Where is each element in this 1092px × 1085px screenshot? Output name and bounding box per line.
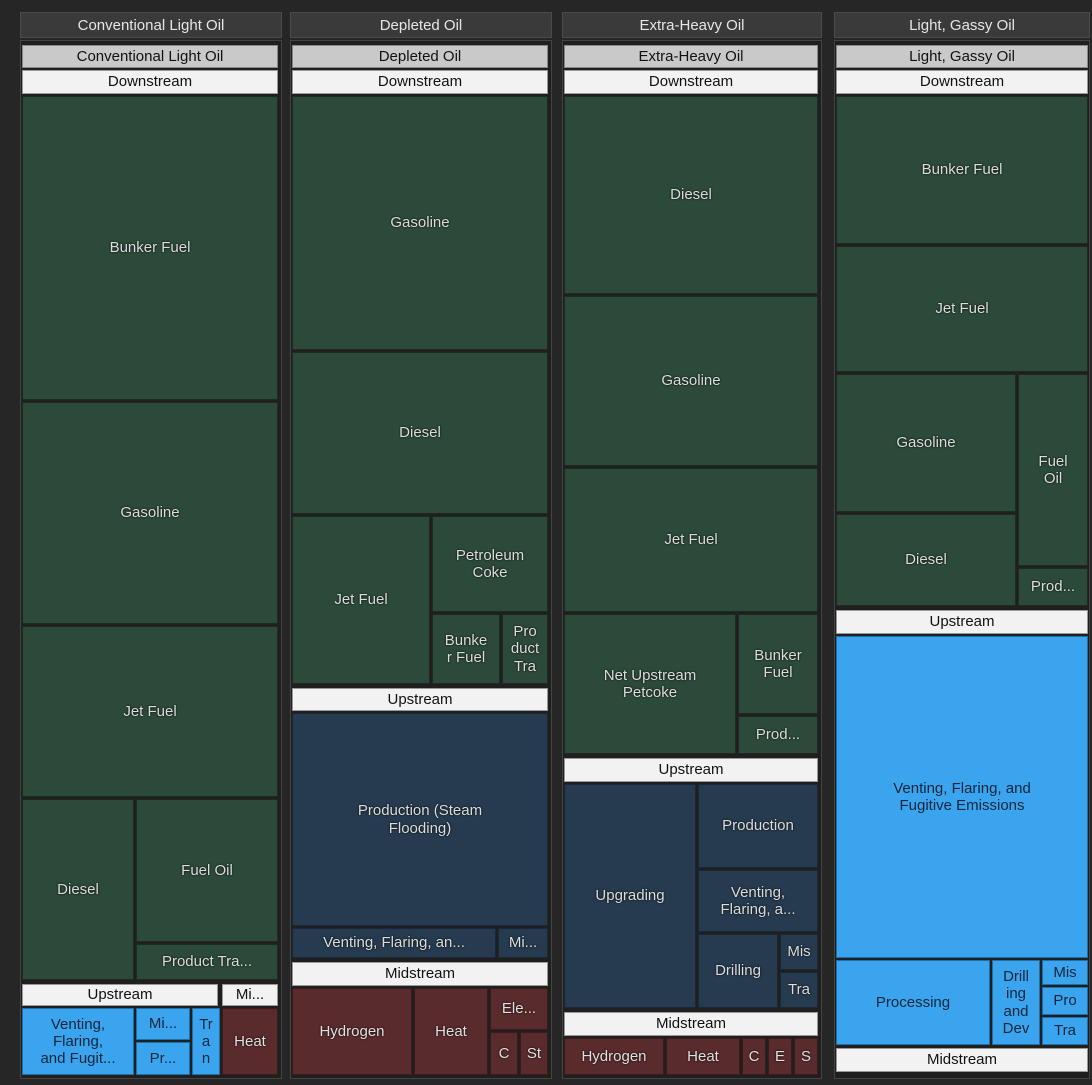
upstream-cell: Tra [780,972,818,1008]
column-title: Depleted Oil [290,12,552,38]
upstream-cell: Mi... [498,928,548,958]
group-header: Upstream [292,688,548,711]
column-header: Depleted Oil [292,45,548,68]
downstream-cell: Diesel [564,96,818,294]
upstream-cell: Tr a n [192,1008,220,1075]
downstream-cell: Gasoline [836,374,1016,512]
upstream-cell: Tra [1042,1017,1088,1045]
upstream-cell: Production (Steam Flooding) [292,713,548,926]
downstream-cell: Bunke r Fuel [432,614,500,684]
upstream-cell: Production [698,784,818,868]
group-header: Upstream [564,758,818,782]
upstream-cell: Processing [836,960,990,1045]
group-header: Midstream [564,1012,818,1036]
upstream-cell: Mi... [136,1008,190,1040]
group-header: Midstream [836,1048,1088,1072]
downstream-cell: Petroleum Coke [432,516,548,612]
midstream-cell: Ele... [490,988,548,1030]
midstream-cell: C [490,1032,518,1075]
group-header: Midstream [292,962,548,986]
downstream-cell: Gasoline [22,402,278,624]
column-title: Light, Gassy Oil [834,12,1090,38]
upstream-cell: Drilling [698,934,778,1008]
group-header: Mi... [222,984,278,1006]
column-title: Conventional Light Oil [20,12,282,38]
downstream-cell: Prod... [738,716,818,754]
group-header: Upstream [22,984,218,1006]
downstream-cell: Bunker Fuel [738,614,818,714]
downstream-cell: Jet Fuel [836,246,1088,372]
downstream-cell: Diesel [292,352,548,514]
group-header: Downstream [836,70,1088,94]
column-title: Extra-Heavy Oil [562,12,822,38]
group-header: Upstream [836,610,1088,634]
column-header: Extra-Heavy Oil [564,45,818,68]
downstream-cell: Bunker Fuel [836,96,1088,244]
midstream-cell: S [794,1038,818,1075]
upstream-cell: Venting, Flaring, and Fugit... [22,1008,134,1075]
group-header: Downstream [22,70,278,94]
downstream-cell: Pro duct Tra [502,614,548,684]
column-header: Light, Gassy Oil [836,45,1088,68]
upstream-cell: Mis [1042,960,1088,985]
downstream-cell: Diesel [22,799,134,980]
midstream-cell: C [742,1038,766,1075]
downstream-cell: Diesel [836,514,1016,606]
upstream-cell: Pr... [136,1042,190,1075]
upstream-cell: Upgrading [564,784,696,1008]
midstream-cell: St [520,1032,548,1075]
downstream-cell: Prod... [1018,568,1088,606]
downstream-cell: Jet Fuel [22,626,278,797]
downstream-cell: Fuel Oil [136,799,278,942]
downstream-cell: Gasoline [564,296,818,466]
midstream-cell: E [768,1038,792,1075]
upstream-cell: Drill ing and Dev [992,960,1040,1045]
upstream-cell: Venting, Flaring, a... [698,870,818,932]
downstream-cell: Jet Fuel [292,516,430,684]
column-header: Conventional Light Oil [22,45,278,68]
downstream-cell: Product Tra... [136,944,278,980]
midstream-cell: Heat [666,1038,740,1075]
upstream-cell: Venting, Flaring, an... [292,928,496,958]
upstream-cell: Venting, Flaring, and Fugitive Emissions [836,636,1088,958]
downstream-cell: Gasoline [292,96,548,350]
midstream-cell: Heat [414,988,488,1075]
upstream-cell: Pro [1042,987,1088,1015]
downstream-cell: Jet Fuel [564,468,818,612]
midstream-cell: Hydrogen [292,988,412,1075]
midstream-cell: Hydrogen [564,1038,664,1075]
upstream-cell: Mis [780,934,818,970]
midstream-cell: Heat [222,1008,278,1075]
downstream-cell: Net Upstream Petcoke [564,614,736,754]
downstream-cell: Bunker Fuel [22,96,278,400]
group-header: Downstream [564,70,818,94]
downstream-cell: Fuel Oil [1018,374,1088,566]
group-header: Downstream [292,70,548,94]
